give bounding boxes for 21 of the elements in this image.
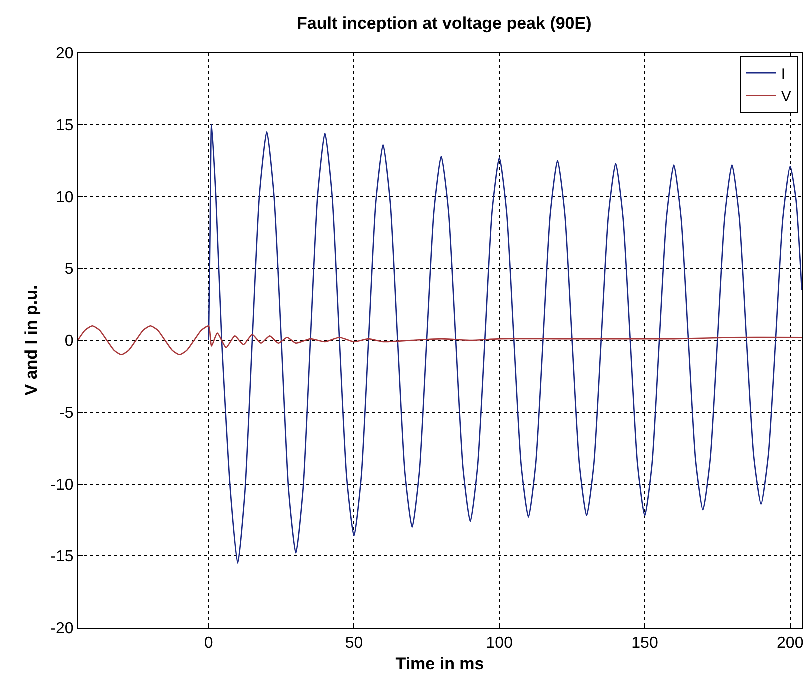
y-tick-label: 10 — [56, 189, 74, 206]
chart-title: Fault inception at voltage peak (90E) — [297, 14, 592, 34]
y-tick-label: -5 — [60, 404, 74, 422]
x-tick-label: 0 — [204, 635, 214, 652]
x-tick-label: 150 — [632, 635, 658, 652]
x-tick-label: 200 — [777, 635, 804, 652]
y-tick-label: -15 — [50, 548, 74, 566]
y-tick-label: 0 — [64, 333, 74, 350]
y-tick-label: 5 — [64, 261, 74, 278]
legend-label: V — [781, 88, 792, 106]
y-tick-label: -10 — [50, 476, 74, 494]
x-axis-title: Time in ms — [396, 654, 484, 674]
line-series — [78, 325, 802, 356]
legend-label: I — [781, 66, 786, 83]
y-tick-label: 20 — [56, 46, 74, 63]
y-tick-label: 15 — [56, 117, 74, 134]
line-series — [208, 124, 802, 564]
y-tick-label: -20 — [50, 620, 74, 638]
y-axis-title: V and I in p.u. — [22, 285, 42, 396]
x-tick-label: 100 — [486, 635, 514, 652]
x-tick-label: 50 — [345, 635, 364, 652]
